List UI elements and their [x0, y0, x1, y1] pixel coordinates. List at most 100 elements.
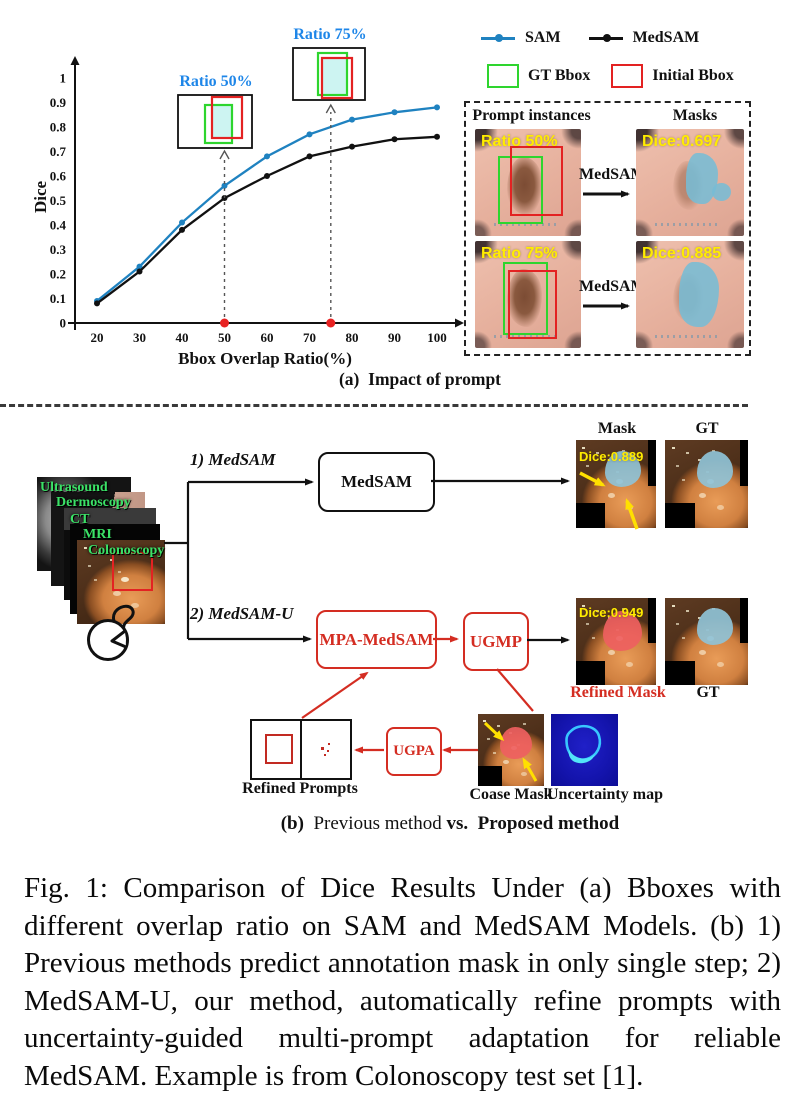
refined-mask-label: Refined Mask	[570, 684, 666, 701]
data-point-sam	[179, 219, 185, 226]
annotation-arrow-tip-icon	[325, 103, 336, 114]
series-line-medsam	[96, 135, 438, 305]
modality-label-dermoscopy: Dermoscopy	[56, 495, 131, 510]
gt-bbox-swatch-icon	[487, 64, 519, 88]
ruler-scale	[655, 223, 719, 227]
sam-line-marker-icon	[481, 34, 515, 42]
data-point-sam	[264, 153, 270, 160]
prompt-bbox-overlay	[112, 551, 154, 592]
data-point-sam	[136, 263, 143, 270]
series-line-sam	[96, 106, 438, 302]
gt-image-2	[665, 598, 748, 685]
initial-bbox-swatch-icon	[611, 64, 644, 88]
y-tick-label: 0.3	[50, 242, 67, 257]
mask-header: Mask	[597, 420, 637, 437]
chart-legend-row-lines: SAM MedSAM	[481, 29, 699, 47]
x-tick-labels: 20 30 40 50 60 70 80 90 100	[91, 330, 447, 345]
black-corner	[739, 440, 748, 486]
y-tick-label: 0.5	[50, 193, 67, 208]
x-tick-label: 80	[346, 330, 359, 345]
y-axis-arrowhead-icon	[70, 56, 80, 65]
data-point-medsam	[349, 143, 355, 150]
refined-prompt-points-panel	[300, 719, 352, 780]
mask-image-ratio75: Dice:0.885	[636, 241, 744, 348]
caption-b-previous: Previous method	[313, 813, 442, 834]
y-tick-labels: 0 0.1 0.2 0.3 0.4 0.5 0.6 0.7 0.8 0.9 1	[50, 71, 67, 331]
point-prompt-icon	[327, 750, 329, 752]
modality-label-mri: MRI	[83, 527, 112, 542]
initial-bbox-overlay	[507, 269, 558, 340]
y-tick-label: 0	[60, 316, 67, 331]
image-specks	[582, 447, 586, 450]
data-point-sam	[349, 116, 355, 123]
uncertainty-map-image	[551, 714, 618, 786]
arrow-prompts-to-mpa	[301, 671, 369, 719]
annotation-arrow-tip-icon	[219, 149, 230, 160]
dice-0885-tag: Dice:0.885	[642, 245, 722, 262]
x-axis-title: Bbox Overlap Ratio(%)	[178, 349, 352, 368]
data-point-medsam	[306, 153, 313, 160]
caption-a-tag: (a)	[338, 369, 360, 389]
point-prompt-icon	[321, 747, 324, 750]
black-corner	[665, 660, 695, 685]
prompt-image-ratio75: Ratio 75%	[475, 241, 581, 348]
x-tick-label: 40	[176, 330, 189, 345]
x-tick-label: 100	[427, 330, 447, 345]
image-highlight	[121, 576, 129, 582]
prompt-instances-header: Prompt instances	[472, 107, 591, 124]
image-specks	[671, 447, 675, 450]
x-tick-label: 20	[91, 330, 104, 345]
data-point-sam	[221, 182, 228, 189]
gt-bbox-rect	[316, 51, 349, 97]
data-point-medsam	[264, 173, 270, 179]
legend-sam-label: SAM	[525, 29, 561, 46]
ratio-75-tag: Ratio 75%	[481, 245, 558, 262]
data-point-medsam	[221, 195, 228, 202]
initial-bbox-overlay	[509, 146, 563, 217]
uncertainty-map-label: Uncertainty map	[547, 786, 663, 803]
caption-a-text: Impact of prompt	[368, 369, 502, 389]
bbox-inset-ratio75	[292, 47, 366, 101]
refined-prompts-label: Refined Prompts	[242, 780, 358, 797]
ugpa-box: UGPA	[386, 727, 442, 776]
caption-b-proposed: Proposed method	[477, 813, 620, 834]
image-specks	[84, 546, 88, 549]
black-corner	[478, 765, 502, 786]
coarse-mask-blob	[500, 726, 533, 760]
legend-initial-bbox-label: Initial Bbox	[652, 67, 734, 84]
masks-header: Masks	[672, 107, 718, 124]
bbox-inset-ratio50	[177, 94, 253, 149]
black-corner	[576, 503, 605, 528]
refined-bbox-icon	[265, 734, 293, 764]
mpa-medsam-box: MPA-MedSAM	[316, 610, 437, 669]
marked-ratio-dots	[220, 318, 336, 328]
x-tick-label: 70	[303, 330, 316, 345]
marked-ratio-dot	[326, 318, 336, 328]
refined-prompt-bbox-panel	[250, 719, 305, 780]
data-point-sam	[391, 109, 398, 116]
medsam-arrow-label-2: MedSAM	[579, 278, 646, 295]
caption-b-vs: vs.	[446, 813, 469, 834]
modality-label-ultrasound: Ultrasound	[40, 480, 108, 495]
y-tick-label: 0.6	[50, 169, 67, 184]
gt-header: GT	[695, 420, 719, 437]
point-prompt-icon	[324, 754, 326, 756]
black-corner	[739, 598, 748, 644]
x-tick-label: 60	[261, 330, 274, 345]
dice-0697-tag: Dice:0.697	[642, 133, 722, 150]
medsam-arrow-label-1: MedSAM	[579, 166, 646, 183]
predicted-mask-blob	[679, 262, 720, 327]
x-tick-label: 50	[218, 330, 231, 345]
data-point-sam	[306, 131, 313, 138]
coarse-mask-label: Coase Mask	[469, 786, 553, 803]
predicted-mask-lump	[711, 182, 732, 201]
black-corner	[665, 503, 695, 528]
caption-b-tag: (b)	[280, 813, 304, 834]
chart-legend-row-boxes: GT Bbox Initial Bbox	[487, 64, 734, 88]
y-tick-label: 0.1	[50, 291, 66, 306]
data-point-medsam	[391, 136, 398, 143]
predicted-mask-blob	[604, 451, 641, 487]
legend-gt-bbox-label: GT Bbox	[528, 67, 591, 84]
black-corner	[648, 440, 656, 486]
